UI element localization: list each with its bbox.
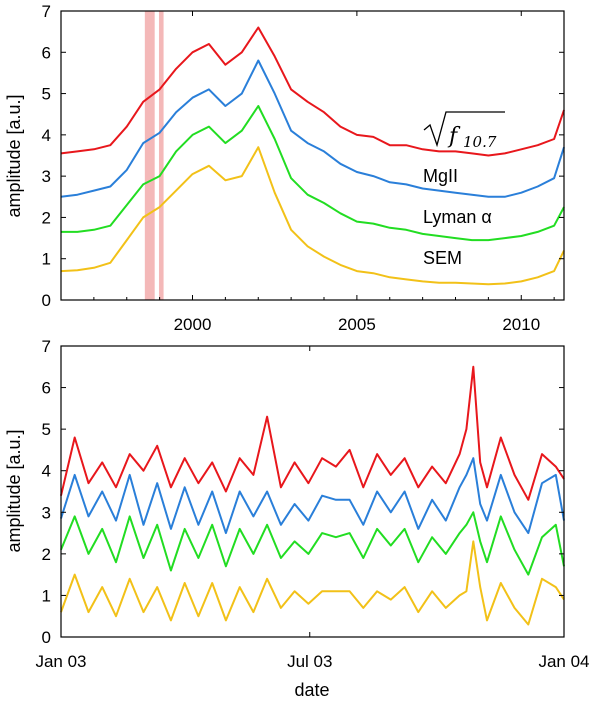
bottom-chart: 0 1 2 3 4 5 6 7 Jan 03 Jul 03 Jan 04 amplitude [a…	[4, 337, 590, 700]
y-tick-label: 4	[42, 126, 51, 145]
f107-label-f: f	[447, 124, 461, 149]
bottom-x-axis: Jan 03 Jul 03 Jan 04	[35, 346, 590, 671]
top-plot-frame	[60, 10, 565, 301]
sem-label: SEM	[423, 248, 462, 268]
bottom-x-axis-label: date	[294, 680, 329, 700]
y-tick-label: 2	[42, 208, 51, 227]
top-highlight-group	[144, 11, 164, 300]
top-chart: 0 1 2 3 4 5 6 7 2000 2005 2010 amplitude [a.u.] f…	[4, 2, 565, 334]
highlight-band	[144, 11, 155, 300]
y-tick-label: 3	[42, 503, 51, 522]
top-x-axis: 2000 2005 2010	[93, 11, 555, 334]
y-tick-label: 7	[42, 2, 51, 21]
top-y-axis: 0 1 2 3 4 5 6 7	[42, 2, 564, 310]
series-line-sem	[60, 540, 565, 626]
y-tick-label: 3	[42, 167, 51, 186]
series-line-lyman	[61, 105, 565, 242]
y-tick-label: 0	[42, 628, 51, 647]
y-tick-label: 0	[42, 291, 51, 310]
f107-label: f 10.7	[423, 111, 505, 151]
x-tick-label: Jan 03	[35, 652, 86, 671]
x-tick-label: 2000	[174, 315, 212, 334]
y-tick-label: 6	[42, 43, 51, 62]
y-tick-label: 2	[42, 545, 51, 564]
series-line-mgii	[60, 59, 565, 198]
x-tick-label: Jul 03	[287, 652, 332, 671]
series-line-lyman	[60, 511, 565, 576]
bottom-series-group	[60, 365, 565, 626]
y-tick-label: 7	[42, 337, 51, 356]
x-tick-label: 2010	[502, 315, 540, 334]
y-tick-label: 5	[42, 420, 51, 439]
mgii-label: MgII	[423, 166, 458, 186]
f107-label-sub: 10.7	[463, 133, 497, 151]
y-tick-label: 1	[42, 586, 51, 605]
highlight-band	[158, 11, 164, 300]
lyman-label: Lyman α	[423, 207, 492, 227]
series-line-f107	[60, 365, 565, 501]
x-tick-label: 2005	[338, 315, 376, 334]
bottom-y-axis-label: amplitude [a.u.]	[4, 429, 24, 552]
y-tick-label: 6	[42, 379, 51, 398]
series-line-f107	[60, 26, 565, 157]
bottom-y-axis: 0 1 2 3 4 5 6 7	[42, 337, 564, 647]
top-series-group	[60, 26, 565, 286]
sqrt-symbol	[423, 111, 505, 148]
series-line-mgii	[60, 457, 565, 535]
y-tick-label: 4	[42, 462, 51, 481]
x-tick-label: Jan 04	[538, 652, 589, 671]
top-y-axis-label: amplitude [a.u.]	[4, 94, 24, 217]
series-line-sem	[60, 146, 565, 286]
y-tick-label: 5	[42, 85, 51, 104]
bottom-plot-frame	[60, 345, 565, 638]
y-tick-label: 1	[42, 250, 51, 269]
